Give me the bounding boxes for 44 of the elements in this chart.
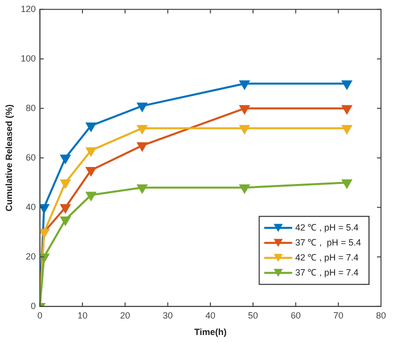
point	[86, 147, 96, 156]
y-tick-label: 40	[26, 202, 36, 212]
legend-label: 42 ℃ , pH = 5.4	[295, 222, 359, 232]
point	[86, 192, 96, 201]
x-tick-label: 10	[77, 310, 88, 320]
point	[40, 254, 49, 262]
y-tick-label: 120	[20, 4, 36, 14]
point	[342, 179, 352, 188]
x-tick-label: 30	[162, 310, 173, 320]
point	[137, 184, 148, 194]
x-tick-label: 20	[120, 310, 130, 320]
point	[60, 179, 70, 188]
point	[60, 204, 70, 213]
legend-label: 37 ℃ , pH = 7.4	[295, 267, 359, 278]
point	[60, 154, 70, 164]
y-tick-label: 0	[30, 300, 36, 311]
x-axis-title: Time(h)	[194, 327, 227, 338]
point	[342, 124, 352, 134]
point	[342, 105, 352, 114]
point	[240, 105, 250, 114]
point	[40, 204, 49, 213]
point	[240, 124, 250, 134]
legend-label: 42 ℃ , pH = 7.4	[295, 252, 359, 262]
y-tick-label: 20	[26, 251, 36, 262]
point	[86, 167, 96, 176]
legend-label: 37 ℃ , pH = 5.4	[295, 237, 362, 248]
y-tick-label: 100	[20, 53, 36, 64]
point	[60, 216, 70, 226]
x-tick-label: 60	[290, 310, 301, 320]
point	[240, 184, 250, 194]
y-tick-label: 80	[26, 102, 36, 113]
x-tick-label: 40	[205, 310, 216, 320]
point	[342, 80, 352, 90]
point	[86, 122, 96, 132]
x-tick-label: 70	[333, 310, 344, 320]
x-tick-label: 0	[37, 310, 42, 320]
point	[137, 102, 148, 112]
x-tick-label: 80	[376, 310, 386, 320]
point	[137, 142, 148, 152]
x-tick-label: 50	[248, 310, 258, 320]
point	[137, 124, 148, 134]
point	[240, 80, 250, 90]
y-axis-title: Cumulative Released (%)	[4, 104, 14, 212]
y-tick-label: 60	[26, 152, 36, 162]
